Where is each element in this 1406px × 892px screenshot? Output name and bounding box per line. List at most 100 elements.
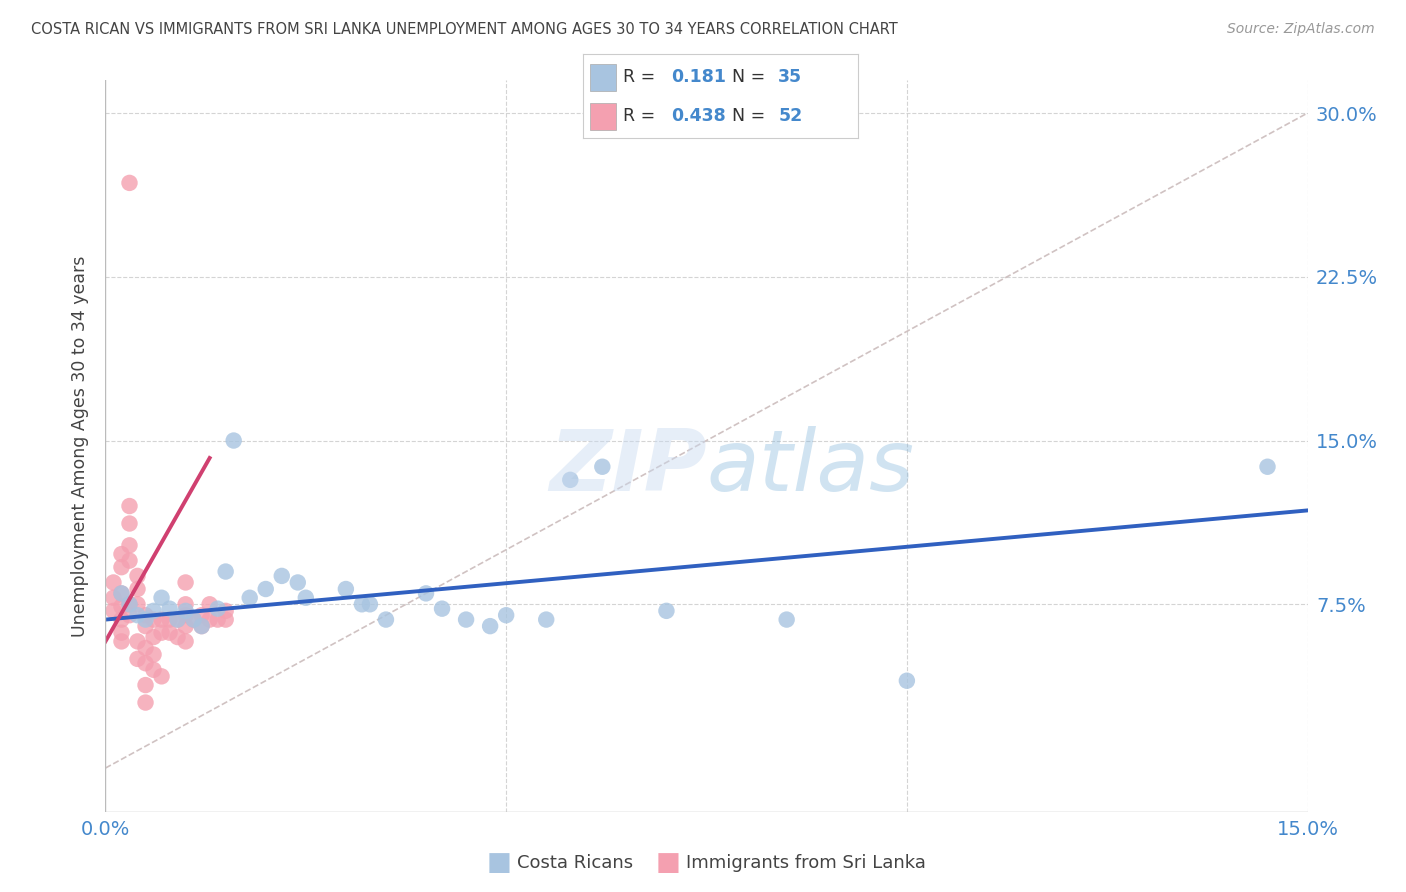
Point: [254, 582, 277, 596]
Point: [118, 608, 141, 623]
Point: [127, 582, 149, 596]
FancyBboxPatch shape: [591, 63, 616, 91]
Text: atlas: atlas: [707, 426, 914, 509]
Text: R =: R =: [623, 69, 655, 87]
Point: [198, 597, 221, 611]
Point: [110, 634, 132, 648]
Point: [159, 601, 181, 615]
Point: [207, 613, 229, 627]
Point: [374, 613, 398, 627]
Point: [222, 434, 245, 448]
Text: N =: N =: [731, 69, 765, 87]
Point: [118, 554, 141, 568]
Point: [118, 176, 141, 190]
Point: [103, 591, 125, 605]
Point: [142, 630, 165, 644]
Point: [214, 613, 236, 627]
Point: [190, 608, 212, 623]
Point: [135, 619, 157, 633]
Point: [118, 499, 141, 513]
Point: [415, 586, 437, 600]
Point: [135, 678, 157, 692]
Point: [174, 597, 197, 611]
Point: [110, 586, 132, 600]
Text: Source: ZipAtlas.com: Source: ZipAtlas.com: [1227, 22, 1375, 37]
Point: [118, 516, 141, 531]
Point: [479, 619, 502, 633]
Point: [118, 597, 141, 611]
Point: [207, 601, 229, 615]
Point: [190, 619, 212, 633]
Point: [534, 613, 557, 627]
Text: R =: R =: [623, 107, 655, 125]
Text: COSTA RICAN VS IMMIGRANTS FROM SRI LANKA UNEMPLOYMENT AMONG AGES 30 TO 34 YEARS : COSTA RICAN VS IMMIGRANTS FROM SRI LANKA…: [31, 22, 897, 37]
Point: [214, 565, 236, 579]
Point: [239, 591, 262, 605]
Point: [166, 630, 188, 644]
Point: [166, 613, 188, 627]
Point: [110, 625, 132, 640]
Point: [110, 547, 132, 561]
Point: [174, 619, 197, 633]
Point: [174, 608, 197, 623]
Point: [430, 601, 453, 615]
Point: [135, 696, 157, 710]
Point: [159, 613, 181, 627]
Point: [142, 663, 165, 677]
Point: [287, 575, 309, 590]
Point: [350, 597, 373, 611]
Point: [1257, 459, 1279, 474]
Point: [103, 604, 125, 618]
Point: [127, 597, 149, 611]
Point: [127, 652, 149, 666]
Text: 52: 52: [778, 107, 803, 125]
Point: [127, 569, 149, 583]
Point: [150, 669, 173, 683]
Point: [183, 613, 205, 627]
Point: [295, 591, 318, 605]
Point: [142, 604, 165, 618]
Point: [270, 569, 292, 583]
Point: [776, 613, 799, 627]
Text: ■: ■: [655, 849, 681, 876]
Point: [560, 473, 582, 487]
Point: [135, 657, 157, 671]
Point: [135, 640, 157, 655]
Point: [495, 608, 517, 623]
Text: 0.438: 0.438: [671, 107, 725, 125]
Point: [359, 597, 381, 611]
Point: [135, 608, 157, 623]
Point: [335, 582, 357, 596]
Text: N =: N =: [731, 107, 765, 125]
Point: [110, 560, 132, 574]
Point: [214, 604, 236, 618]
Point: [118, 538, 141, 552]
Point: [103, 575, 125, 590]
Point: [110, 613, 132, 627]
Text: 35: 35: [778, 69, 803, 87]
Point: [655, 604, 678, 618]
Y-axis label: Unemployment Among Ages 30 to 34 years: Unemployment Among Ages 30 to 34 years: [72, 255, 90, 637]
Point: [118, 597, 141, 611]
Point: [190, 619, 212, 633]
Point: [127, 634, 149, 648]
Point: [150, 591, 173, 605]
Point: [135, 613, 157, 627]
Point: [150, 613, 173, 627]
Point: [174, 575, 197, 590]
Point: [174, 604, 197, 618]
Point: [159, 625, 181, 640]
Point: [142, 648, 165, 662]
Point: [110, 586, 132, 600]
Text: ■: ■: [486, 849, 512, 876]
Point: [174, 634, 197, 648]
Point: [110, 599, 132, 614]
Point: [183, 613, 205, 627]
Point: [896, 673, 918, 688]
Point: [454, 613, 477, 627]
Text: ZIP: ZIP: [548, 426, 707, 509]
Point: [198, 613, 221, 627]
Point: [166, 613, 188, 627]
Point: [127, 608, 149, 623]
Text: Costa Ricans: Costa Ricans: [517, 854, 634, 871]
